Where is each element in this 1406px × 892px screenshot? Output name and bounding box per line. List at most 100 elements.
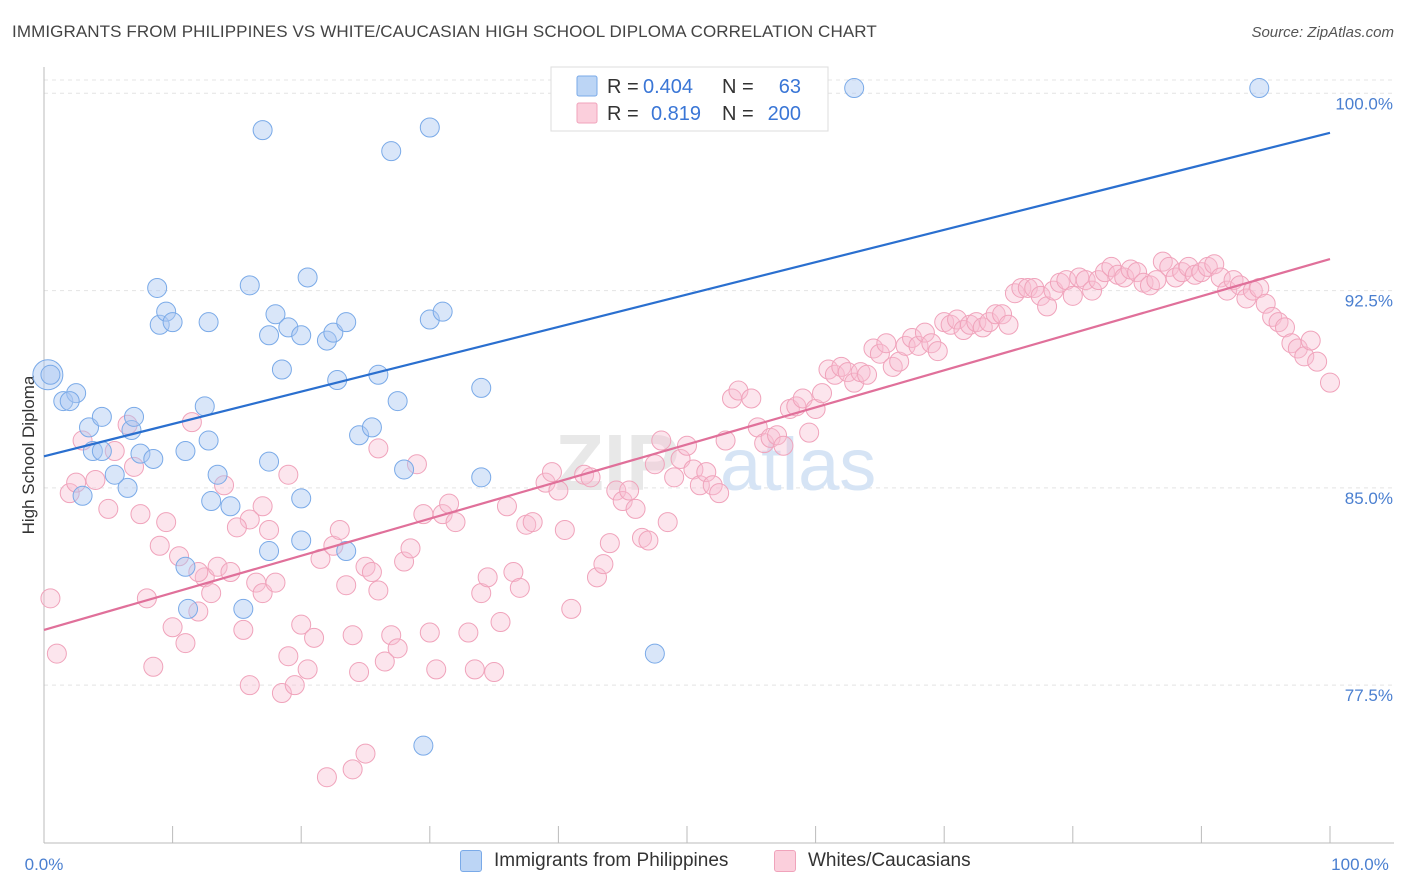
philippines-point bbox=[316, 330, 337, 351]
whites-point bbox=[98, 498, 119, 519]
whites-point bbox=[162, 617, 183, 638]
whites-point bbox=[799, 422, 820, 443]
philippines-point bbox=[419, 309, 440, 330]
watermark-zip: ZIP bbox=[555, 418, 679, 507]
philippines-point bbox=[239, 275, 260, 296]
whites-point bbox=[226, 517, 247, 538]
whites-point bbox=[754, 433, 775, 454]
whites-point bbox=[612, 491, 633, 512]
philippines-point bbox=[175, 441, 196, 462]
whites-point bbox=[728, 380, 749, 401]
whites-point bbox=[818, 359, 839, 380]
whites-point bbox=[561, 598, 582, 619]
legend-r-value-2: 0.819 bbox=[651, 103, 701, 125]
whites-point bbox=[953, 320, 974, 341]
philippines-point bbox=[419, 117, 440, 138]
bottom-legend-swatch-pink bbox=[774, 850, 796, 872]
whites-point bbox=[1320, 372, 1340, 393]
x-tick-label-start: 0.0% bbox=[25, 855, 64, 874]
whites-point bbox=[374, 651, 395, 672]
whites-point bbox=[394, 551, 415, 572]
whites-point bbox=[1082, 280, 1103, 301]
whites-point bbox=[175, 633, 196, 654]
philippines-point bbox=[394, 459, 415, 480]
whites-point bbox=[998, 314, 1019, 335]
whites-point bbox=[1017, 277, 1038, 298]
philippines-point bbox=[66, 383, 87, 404]
whites-point bbox=[824, 364, 845, 385]
philippines-point bbox=[259, 325, 280, 346]
y-axis-label: High School Diploma bbox=[19, 375, 38, 534]
chart-source: Source: ZipAtlas.com bbox=[1251, 24, 1394, 41]
whites-point bbox=[46, 643, 67, 664]
whites-point bbox=[638, 530, 659, 551]
whites-point bbox=[863, 338, 884, 359]
x-tick-label-end: 100.0% bbox=[1331, 855, 1389, 874]
philippines-point bbox=[143, 448, 164, 469]
whites-point bbox=[1127, 262, 1148, 283]
philippines-point bbox=[149, 314, 170, 335]
whites-point bbox=[503, 562, 524, 583]
philippines-point bbox=[40, 364, 61, 385]
y-tick-label: 100.0% bbox=[1335, 94, 1393, 113]
whites-point bbox=[812, 383, 833, 404]
philippines-point bbox=[220, 496, 241, 517]
whites-point bbox=[1191, 262, 1212, 283]
philippines-point bbox=[207, 464, 228, 485]
philippines-point bbox=[201, 491, 222, 512]
whites-point bbox=[336, 575, 357, 596]
whites-point bbox=[773, 435, 794, 456]
whites-point bbox=[1146, 270, 1167, 291]
whites-point bbox=[278, 646, 299, 667]
philippines-point bbox=[117, 477, 138, 498]
trend-lines bbox=[43, 131, 1331, 631]
legend-swatch-pink bbox=[576, 102, 598, 124]
whites-point bbox=[284, 675, 305, 696]
whites-point bbox=[1281, 333, 1302, 354]
whites-point bbox=[1307, 351, 1328, 372]
whites-point bbox=[201, 583, 222, 604]
whites-point bbox=[233, 619, 254, 640]
philippines-point bbox=[32, 359, 64, 391]
whites-point bbox=[259, 519, 280, 540]
series-whites-caucasians bbox=[40, 251, 1340, 788]
philippines-point bbox=[291, 530, 312, 551]
trend-line-whites bbox=[43, 257, 1331, 631]
whites-point bbox=[85, 469, 106, 490]
whites-point bbox=[599, 533, 620, 554]
whites-point bbox=[342, 759, 363, 780]
whites-point bbox=[342, 625, 363, 646]
whites-point bbox=[471, 583, 492, 604]
whites-point bbox=[619, 480, 640, 501]
whites-point bbox=[1088, 270, 1109, 291]
philippines-point bbox=[252, 120, 273, 141]
whites-point bbox=[869, 343, 890, 364]
whites-point bbox=[1030, 285, 1051, 306]
legend-n-label-1: N = bbox=[722, 76, 754, 98]
whites-point bbox=[458, 622, 479, 643]
whites-point bbox=[188, 562, 209, 583]
whites-point bbox=[368, 580, 389, 601]
whites-point bbox=[586, 567, 607, 588]
whites-point bbox=[361, 562, 382, 583]
whites-point bbox=[902, 327, 923, 348]
legend-n-value-2: 200 bbox=[768, 103, 801, 125]
whites-point bbox=[1268, 312, 1289, 333]
philippines-point bbox=[336, 541, 357, 562]
whites-point bbox=[1255, 293, 1276, 314]
whites-point bbox=[426, 659, 447, 680]
whites-point bbox=[291, 614, 312, 635]
whites-point bbox=[349, 662, 370, 683]
bottom-legend-swatch-blue bbox=[460, 850, 482, 872]
whites-point bbox=[419, 622, 440, 643]
whites-point bbox=[400, 538, 421, 559]
whites-point bbox=[304, 627, 325, 648]
philippines-point bbox=[59, 391, 80, 412]
whites-point bbox=[252, 496, 273, 517]
philippines-point bbox=[381, 141, 402, 162]
philippines-point bbox=[336, 312, 357, 333]
philippines-point bbox=[297, 267, 318, 288]
philippines-point bbox=[387, 391, 408, 412]
whites-point bbox=[1210, 267, 1231, 288]
